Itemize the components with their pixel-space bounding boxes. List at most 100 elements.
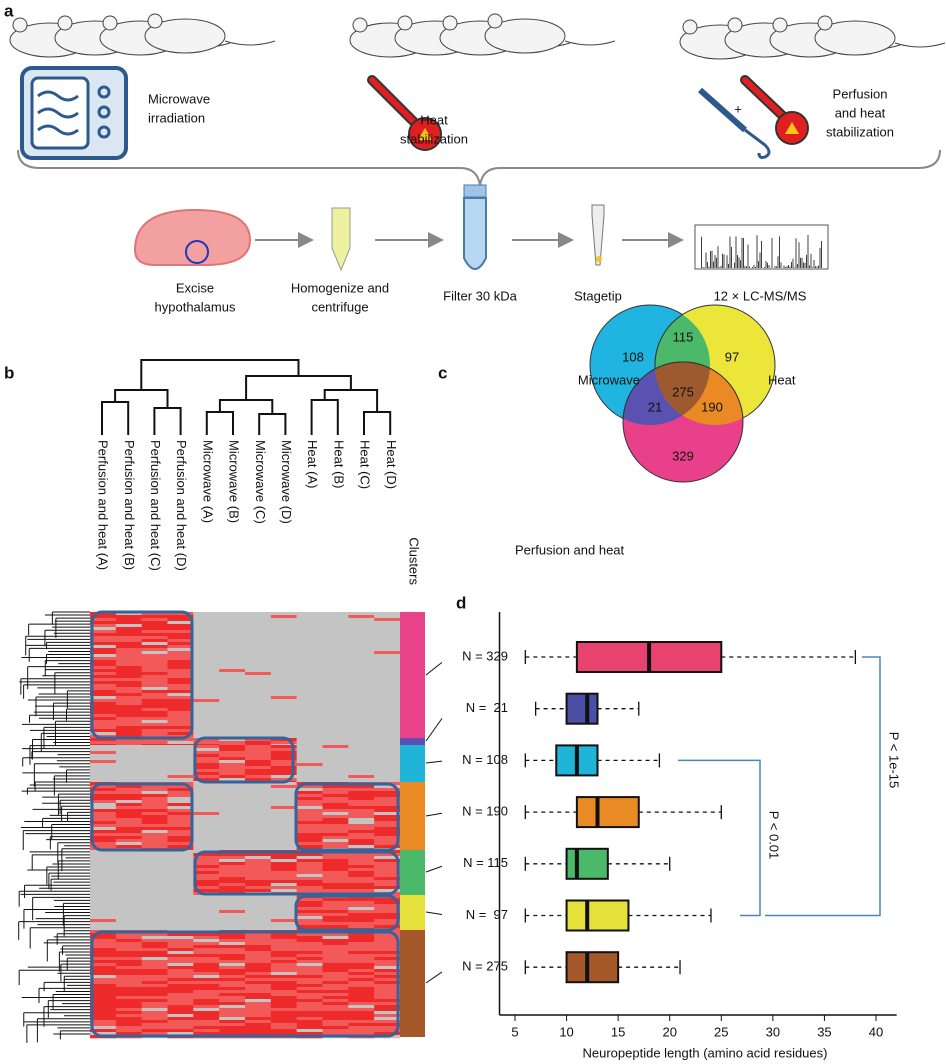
heatmap-cell xyxy=(141,904,168,908)
heatmap-cell xyxy=(296,645,323,649)
heatmap-cell xyxy=(348,827,375,831)
heatmap-cell xyxy=(270,960,297,964)
heatmap-cell xyxy=(374,651,401,655)
heatmap-cell xyxy=(296,618,323,622)
heatmap-cell xyxy=(115,993,142,997)
heatmap-cell xyxy=(141,772,168,776)
heatmap-cell xyxy=(374,830,401,834)
heatmap-cell xyxy=(219,660,246,664)
heatmap-cell xyxy=(115,904,142,908)
heatmap-cell xyxy=(322,957,349,961)
heatmap-cell xyxy=(348,729,375,733)
heatmap-cell xyxy=(348,919,375,923)
heatmap-cell xyxy=(90,999,117,1003)
heatmap-cell xyxy=(193,732,220,736)
heatmap-cell xyxy=(296,717,323,721)
heatmap-cell xyxy=(167,993,194,997)
pointer xyxy=(425,971,443,984)
heatmap-cell xyxy=(322,1008,349,1012)
heatmap-cell xyxy=(193,778,220,782)
heatmap-cell xyxy=(296,945,323,949)
heatmap-cell xyxy=(167,800,194,804)
heatmap-cell xyxy=(245,960,272,964)
mouse-ear xyxy=(727,17,743,33)
heatmap-cell xyxy=(219,687,246,691)
heatmap-cell xyxy=(115,862,142,866)
heatmap-cell xyxy=(245,1011,272,1015)
heatmap-cell xyxy=(193,791,220,795)
heatmap-cell xyxy=(193,639,220,643)
heatmap-cell xyxy=(90,856,117,860)
heatmap-cell xyxy=(296,678,323,682)
mouse xyxy=(484,18,566,54)
heatmap-cell xyxy=(322,960,349,964)
heatmap-cell xyxy=(296,1032,323,1036)
heatmap-cell xyxy=(115,714,142,718)
heatmap-cell xyxy=(374,778,401,782)
heatmap-cell xyxy=(90,651,117,655)
heatmap-cell xyxy=(90,954,117,958)
heatmap-cell xyxy=(374,717,401,721)
heatmap-cell xyxy=(167,880,194,884)
heatmap-cell xyxy=(219,945,246,949)
heatmap-cell xyxy=(322,754,349,758)
heatmap-cell xyxy=(322,990,349,994)
heatmap-cell xyxy=(270,754,297,758)
heatmap-cell xyxy=(322,880,349,884)
heatmap-cell xyxy=(245,990,272,994)
heatmap-cell xyxy=(219,699,246,703)
heatmap-cell xyxy=(322,871,349,875)
heatmap-cell xyxy=(167,639,194,643)
heatmap-cell xyxy=(193,666,220,670)
heatmap-cell xyxy=(322,757,349,761)
heatmap-cell xyxy=(348,865,375,869)
heatmap-cell xyxy=(374,615,401,619)
heatmap-cell xyxy=(322,898,349,902)
heatmap-cell xyxy=(219,775,246,779)
heatmap-cell xyxy=(296,836,323,840)
heatmap-cell xyxy=(90,987,117,991)
heatmap-cell xyxy=(348,745,375,749)
box xyxy=(565,899,630,932)
heatmap-cell xyxy=(296,651,323,655)
heatmap-cell xyxy=(348,803,375,807)
heatmap-cell xyxy=(141,990,168,994)
heatmap-cell xyxy=(90,868,117,872)
heatmap-cell xyxy=(219,957,246,961)
heatmap-cell xyxy=(219,895,246,899)
heatmap-cell xyxy=(245,788,272,792)
heatmap-cell xyxy=(322,1032,349,1036)
heatmap-cell xyxy=(296,738,323,742)
heatmap-cell xyxy=(348,951,375,955)
heatmap-cell xyxy=(245,633,272,637)
heatmap-cell xyxy=(115,654,142,658)
heatmap-cell xyxy=(167,833,194,837)
heatmap-cell xyxy=(219,898,246,902)
heatmap-cell xyxy=(374,788,401,792)
heatmap-cell xyxy=(141,803,168,807)
heatmap-cell xyxy=(374,618,401,622)
heatmap-cell xyxy=(167,751,194,755)
heatmap-cell xyxy=(322,981,349,985)
heatmap-cell xyxy=(115,1014,142,1018)
heatmap-cell xyxy=(167,741,194,745)
heatmap-cell xyxy=(219,818,246,822)
heatmap-cell xyxy=(193,615,220,619)
heatmap-cell xyxy=(219,809,246,813)
heatmap-cell xyxy=(219,839,246,843)
heatmap-cell xyxy=(167,615,194,619)
heatmap-cell xyxy=(141,615,168,619)
heatmap-cell xyxy=(374,957,401,961)
heatmap-cell xyxy=(296,812,323,816)
heatmap-cell xyxy=(296,957,323,961)
heatmap-cell xyxy=(296,702,323,706)
heatmap-cell xyxy=(141,815,168,819)
heatmap-cell xyxy=(374,919,401,923)
sample-label: Microwave (B) xyxy=(227,440,242,523)
heatmap-cell xyxy=(193,785,220,789)
heatmap-cell xyxy=(141,827,168,831)
heatmap-cell xyxy=(167,996,194,1000)
heatmap-cell xyxy=(115,916,142,920)
brace xyxy=(17,149,941,187)
heatmap-cell xyxy=(348,984,375,988)
